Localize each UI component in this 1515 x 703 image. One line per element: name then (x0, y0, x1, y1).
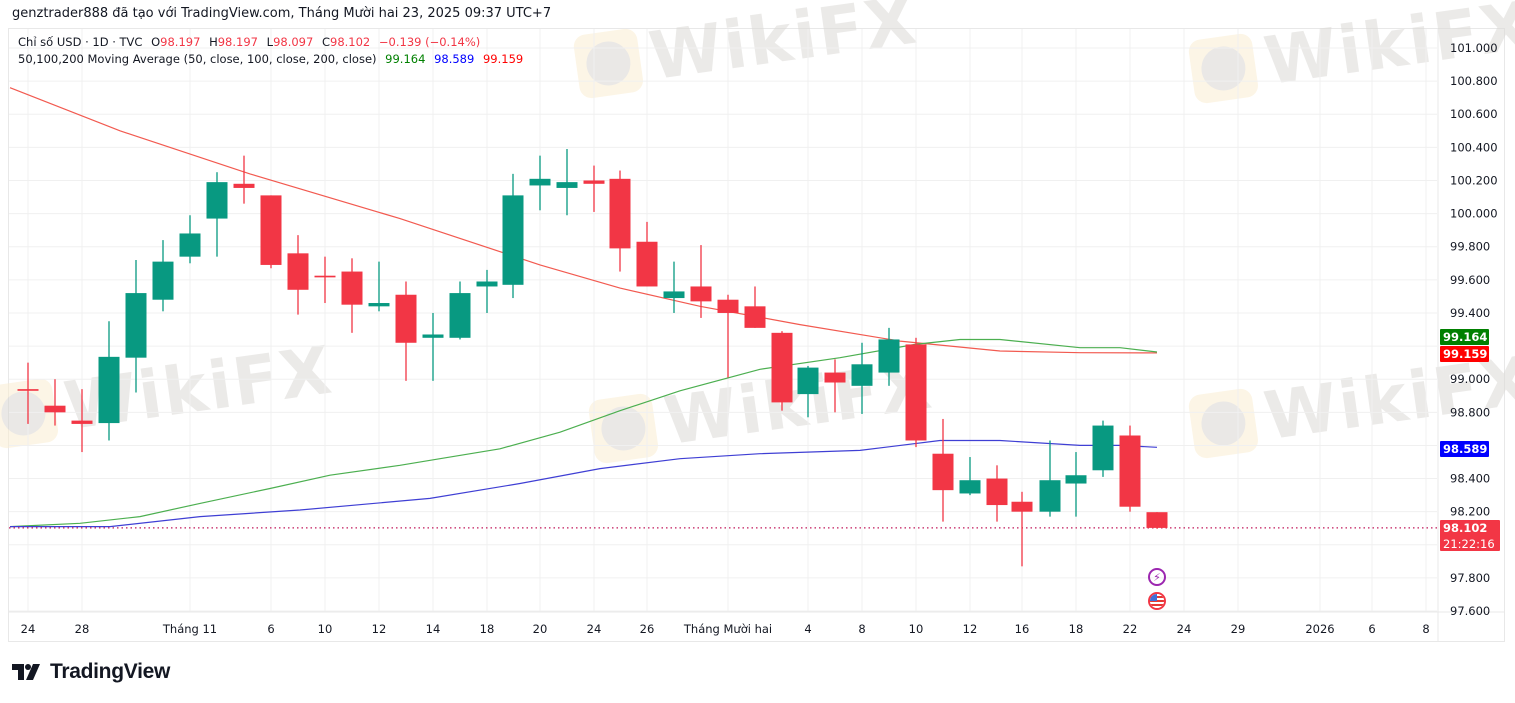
svg-text:99.400: 99.400 (1450, 306, 1490, 320)
svg-text:12: 12 (963, 622, 978, 636)
svg-text:100.400: 100.400 (1450, 140, 1498, 154)
open-value: 98.197 (160, 35, 201, 49)
svg-text:18: 18 (1069, 622, 1084, 636)
svg-text:Tháng Mười hai: Tháng Mười hai (683, 622, 772, 636)
svg-text:99.600: 99.600 (1450, 273, 1490, 287)
svg-text:101.000: 101.000 (1450, 41, 1498, 55)
tradingview-wordmark: TradingView (50, 660, 171, 683)
svg-text:99.800: 99.800 (1450, 240, 1490, 254)
svg-text:24: 24 (1177, 622, 1192, 636)
moving-average-lines (9, 87, 1158, 528)
svg-text:20: 20 (533, 622, 548, 636)
svg-text:Tháng 11: Tháng 11 (162, 622, 217, 636)
svg-text:26: 26 (640, 622, 655, 636)
svg-text:98.400: 98.400 (1450, 472, 1490, 486)
lightning-glyph: ⚡ (1153, 570, 1161, 584)
close-label: C (321, 35, 330, 49)
last-price-value: 98.102 (1443, 521, 1488, 535)
ma50-value: 99.164 (385, 52, 426, 66)
low-label: L (266, 35, 274, 49)
grid-lines (9, 29, 1504, 641)
us-flag-icon (1150, 594, 1164, 608)
time-axis[interactable]: 24 28 Tháng 11 6 10 12 14 18 20 24 26 Tháng Mười ha… (21, 622, 1430, 636)
ma200-value: 99.159 (482, 52, 524, 66)
svg-text:6: 6 (267, 622, 274, 636)
ma200-price-tag: 99.159 (1440, 346, 1489, 362)
svg-text:100.000: 100.000 (1450, 207, 1498, 221)
svg-text:98.200: 98.200 (1450, 505, 1490, 519)
svg-text:2026: 2026 (1305, 622, 1334, 636)
price-axis[interactable]: 101.000 100.800 100.600 100.400 100.200 100.0… (1450, 41, 1498, 618)
svg-text:28: 28 (75, 622, 90, 636)
legend-ma-row: 50,100,200 Moving Average (50, close, 10… (18, 51, 523, 68)
svg-text:6: 6 (1368, 622, 1375, 636)
svg-text:97.800: 97.800 (1450, 571, 1490, 585)
symbol-info[interactable]: Chỉ số USD · 1D · TVC (18, 35, 143, 49)
last-price-tag: 98.102 21:22:16 (1440, 520, 1500, 551)
high-value: 98.197 (217, 35, 258, 49)
change-value: −0.139 (−0.14%) (378, 35, 481, 49)
svg-text:18: 18 (480, 622, 495, 636)
svg-text:12: 12 (372, 622, 387, 636)
open-label: O (151, 35, 161, 49)
high-label: H (209, 35, 218, 49)
svg-text:99.000: 99.000 (1450, 372, 1490, 386)
ma100-price-tag: 98.589 (1440, 441, 1489, 457)
candles (17, 149, 1168, 567)
svg-text:8: 8 (858, 622, 865, 636)
svg-text:4: 4 (804, 622, 811, 636)
svg-text:97.600: 97.600 (1450, 604, 1490, 618)
svg-text:22: 22 (1123, 622, 1138, 636)
us-flag-event-icon[interactable] (1148, 592, 1166, 610)
tradingview-logo[interactable]: TradingView (12, 660, 170, 684)
tradingview-logo-icon (12, 664, 40, 680)
svg-text:16: 16 (1015, 622, 1030, 636)
chart-legend: Chỉ số USD · 1D · TVC O98.197 H98.197 L9… (18, 34, 523, 68)
ma-indicator-title[interactable]: 50,100,200 Moving Average (50, close, 10… (18, 52, 377, 66)
svg-text:100.200: 100.200 (1450, 173, 1498, 187)
lightning-event-icon[interactable]: ⚡ (1148, 568, 1166, 586)
close-value: 98.102 (330, 35, 371, 49)
ma50-price-tag: 99.164 (1440, 329, 1489, 345)
svg-text:10: 10 (318, 622, 333, 636)
svg-text:100.800: 100.800 (1450, 74, 1498, 88)
svg-text:10: 10 (909, 622, 924, 636)
svg-text:98.800: 98.800 (1450, 405, 1490, 419)
legend-symbol-row: Chỉ số USD · 1D · TVC O98.197 H98.197 L9… (18, 34, 523, 51)
svg-text:8: 8 (1422, 622, 1429, 636)
bar-countdown: 21:22:16 (1443, 537, 1495, 551)
svg-text:29: 29 (1231, 622, 1246, 636)
svg-text:24: 24 (587, 622, 602, 636)
chart-frame (8, 28, 1505, 642)
low-value: 98.097 (273, 35, 314, 49)
ma100-value: 98.589 (434, 52, 475, 66)
svg-text:100.600: 100.600 (1450, 107, 1498, 121)
chart-attribution: genztrader888 đã tạo với TradingView.com… (12, 6, 552, 21)
svg-text:14: 14 (426, 622, 441, 636)
svg-text:24: 24 (21, 622, 36, 636)
